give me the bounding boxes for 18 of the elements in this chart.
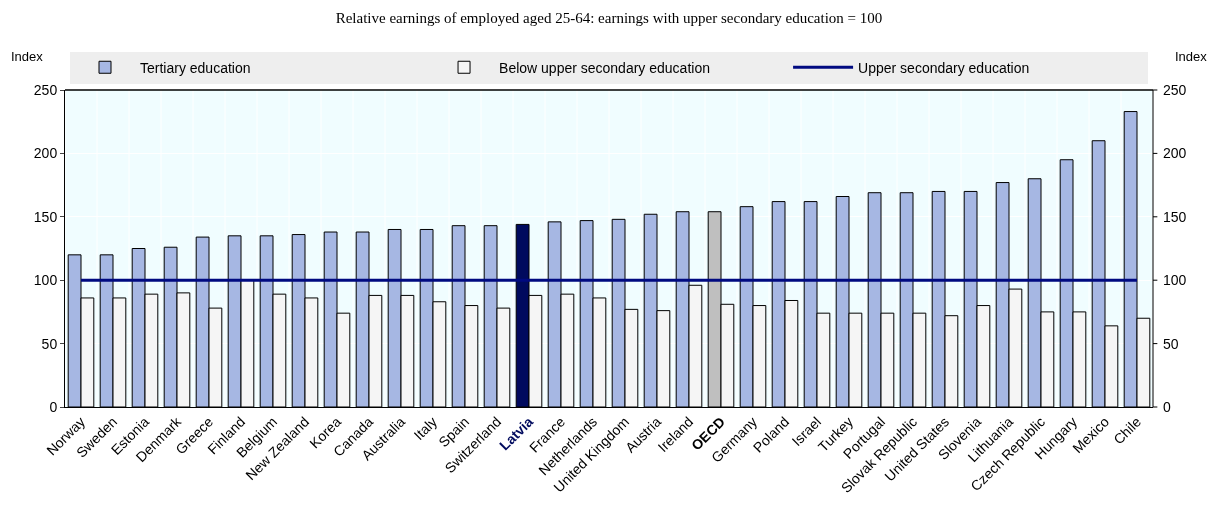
y2-tick-label: 50 [1163,336,1179,352]
y-tick-label: 200 [33,145,58,162]
legend-label: Tertiary education [140,59,251,76]
y2-axis-title: Index [1175,49,1208,64]
y2-tick-label: 150 [1163,209,1187,225]
y-tick-label: 250 [33,81,58,98]
y2-tick-label: 0 [1163,399,1171,415]
y2-tick-label: 250 [1163,82,1187,98]
y-axis-title: Index [11,49,44,64]
y-tick-label: 0 [49,398,58,415]
y2-tick-label: 200 [1163,145,1187,161]
chart-title: Relative earnings of employed aged 25-64: earnings with upper secondary education = 100 [335,10,883,27]
y-tick-label: 50 [41,335,58,352]
y-tick-label: 100 [33,272,58,289]
y2-tick-label: 100 [1163,272,1187,288]
legend-label: Below upper secondary education [499,59,710,76]
legend-label: Upper secondary education [858,59,1030,76]
y-tick-label: 150 [33,208,58,225]
